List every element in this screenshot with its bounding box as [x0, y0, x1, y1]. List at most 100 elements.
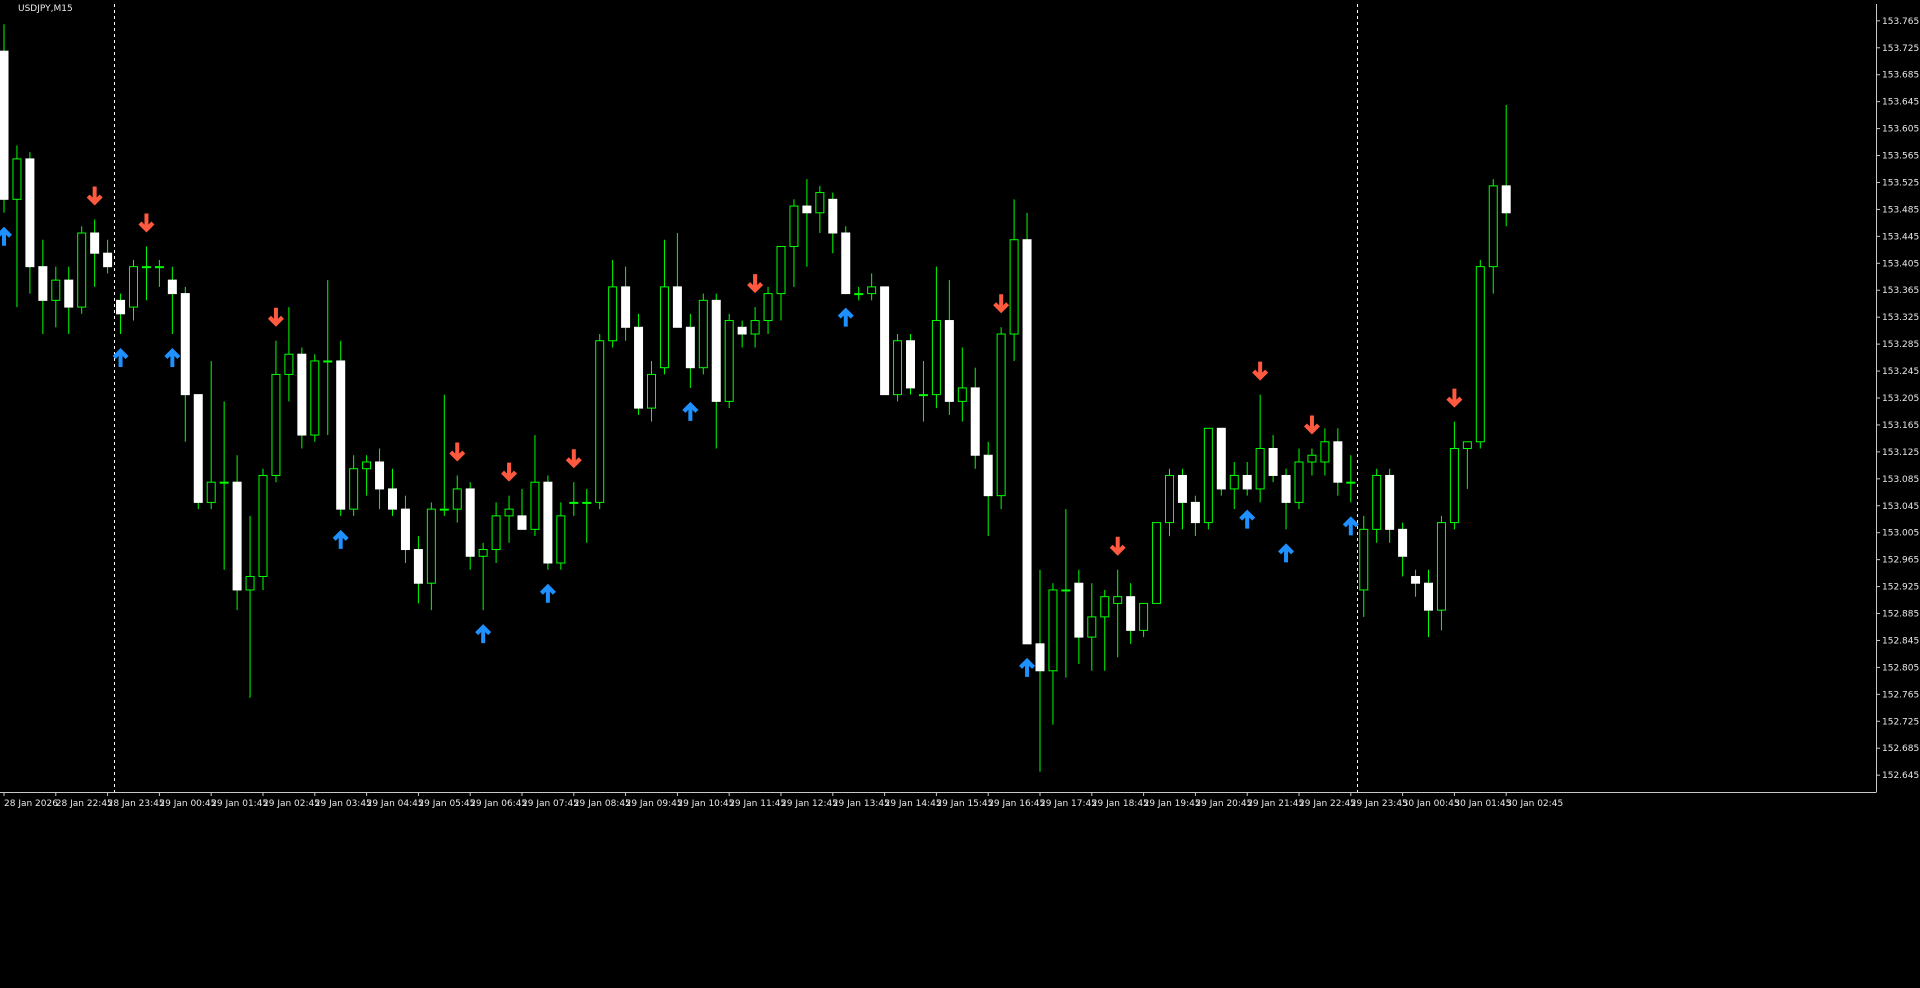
- sell-arrow-icon: [1303, 415, 1320, 435]
- buy-arrow-icon: [539, 583, 556, 603]
- candle-body-bull: [647, 373, 656, 409]
- candle-body-bear: [375, 461, 385, 490]
- candle: [1307, 448, 1317, 476]
- candle-body-bear: [1242, 474, 1252, 490]
- candle-body-bull: [310, 360, 320, 436]
- buy-arrow-icon: [332, 529, 349, 549]
- candle: [504, 495, 514, 543]
- candle: [983, 441, 993, 537]
- candle-body-bear: [543, 481, 553, 564]
- candle: [763, 286, 773, 335]
- candle-body-bear: [880, 286, 890, 396]
- candle: [1229, 461, 1239, 510]
- price-tick-label: 153.365: [1882, 286, 1919, 296]
- price-tick-label: 152.765: [1882, 690, 1919, 700]
- sell-arrow-icon: [501, 462, 518, 482]
- candle: [180, 286, 190, 442]
- candle-body-bear: [711, 299, 721, 402]
- candle-body-bull: [1152, 522, 1162, 604]
- candle-body-bear: [1411, 575, 1421, 584]
- candle: [1436, 515, 1446, 631]
- candle: [1333, 428, 1343, 496]
- price-tick-label: 153.525: [1882, 178, 1919, 188]
- candle: [0, 24, 9, 213]
- candle-body-bear: [1281, 474, 1291, 503]
- candle-body-bull: [867, 286, 877, 295]
- candle-body-bull: [1436, 522, 1446, 611]
- candle: [400, 495, 410, 564]
- candle: [103, 239, 113, 274]
- candle-body-bull: [659, 286, 669, 369]
- time-tick-label: 29 Jan 07:45: [522, 799, 579, 809]
- candle: [323, 280, 333, 436]
- time-tick-label: 30 Jan 01:45: [1454, 799, 1511, 809]
- time-tick-label: 28 Jan 22:45: [56, 799, 113, 809]
- candle-body-bear: [336, 360, 346, 510]
- period-separators: [114, 4, 1358, 792]
- candle-body-bull: [1139, 602, 1149, 631]
- candle: [867, 273, 877, 301]
- candle: [349, 455, 359, 516]
- price-tick-label: 153.165: [1882, 421, 1919, 431]
- candle: [38, 239, 48, 335]
- candle-body-bear: [1216, 427, 1226, 490]
- candle-body-bear: [621, 286, 631, 328]
- candle-body-bull: [349, 468, 359, 510]
- price-tick-label: 153.245: [1882, 367, 1919, 377]
- candle: [1177, 468, 1187, 530]
- candle: [698, 293, 708, 375]
- candle: [452, 475, 462, 523]
- candle-body-bull: [1320, 441, 1330, 463]
- candle: [193, 394, 203, 510]
- candle-body-bull: [1372, 474, 1382, 530]
- symbol-timeframe-label: USDJPY,M15: [18, 4, 73, 14]
- candle: [621, 266, 631, 341]
- candle: [310, 354, 320, 442]
- candle: [388, 468, 397, 516]
- candle-body-bull: [763, 293, 773, 322]
- time-tick-label: 29 Jan 20:45: [1195, 799, 1252, 809]
- candle-body-bull: [323, 360, 333, 363]
- candle-body-bull: [77, 232, 87, 308]
- price-tick-label: 152.685: [1882, 744, 1919, 754]
- candle-body-bull: [452, 488, 462, 510]
- candle-body-bull: [478, 549, 488, 557]
- candle-body-bull: [789, 205, 799, 247]
- buy-arrow-icon: [112, 348, 129, 368]
- candle-body-bull: [504, 508, 514, 517]
- candle: [1255, 394, 1265, 503]
- sell-arrow-icon: [1252, 361, 1269, 381]
- price-tick-label: 153.725: [1882, 44, 1919, 54]
- candle: [51, 266, 61, 328]
- candle-body-bull: [1255, 448, 1265, 490]
- candle-body-bear: [1424, 582, 1433, 611]
- candle: [1372, 468, 1382, 543]
- candle: [25, 152, 35, 294]
- candle-body-bull: [1359, 528, 1369, 591]
- time-tick-label: 29 Jan 17:45: [1040, 799, 1097, 809]
- candle-body-bull: [608, 286, 618, 342]
- candle: [672, 232, 682, 328]
- candle-body-bear: [517, 515, 527, 530]
- time-tick-label: 29 Jan 04:45: [367, 799, 424, 809]
- candle-body-bull: [1100, 596, 1110, 618]
- sell-arrow-icon: [138, 213, 155, 233]
- candle-body-bear: [1333, 441, 1343, 483]
- price-tick-label: 153.485: [1882, 205, 1919, 215]
- candle: [569, 482, 579, 516]
- candle-body-bull: [1165, 474, 1174, 524]
- candles: [0, 24, 1511, 772]
- candle: [854, 286, 864, 301]
- candle: [64, 266, 74, 335]
- time-tick-label: 29 Jan 10:45: [677, 799, 734, 809]
- candle: [1190, 495, 1200, 537]
- candle-body-bear: [232, 481, 242, 591]
- time-tick-label: 29 Jan 16:45: [988, 799, 1045, 809]
- candle: [802, 179, 812, 267]
- candle: [478, 542, 488, 611]
- candle: [685, 313, 695, 388]
- candle-body-bull: [1113, 596, 1123, 604]
- candle-body-bear: [0, 50, 9, 200]
